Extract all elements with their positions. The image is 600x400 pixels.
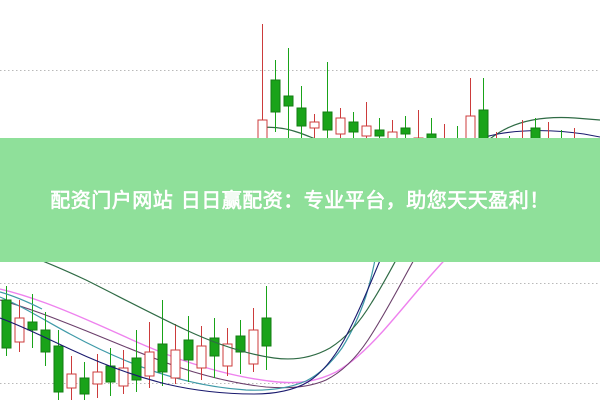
candle-body	[270, 79, 281, 113]
ma10-line	[0, 205, 405, 395]
candle-body	[517, 145, 528, 167]
candle	[209, 318, 220, 378]
candle-body	[335, 117, 346, 135]
candle-body	[257, 119, 268, 189]
candle	[270, 60, 281, 132]
candle-body	[196, 345, 207, 369]
candle-body	[209, 337, 220, 357]
candle-body	[452, 139, 463, 151]
candle-body	[569, 157, 580, 185]
lower-panel-candles	[1, 286, 272, 400]
candle	[66, 356, 77, 400]
ma60-line	[0, 231, 475, 384]
candle-body	[222, 343, 233, 367]
candle	[183, 316, 194, 382]
candle	[261, 286, 272, 370]
candle-body	[105, 365, 116, 383]
candle-body	[283, 95, 294, 107]
candle-body	[1, 299, 12, 349]
candle-body	[387, 131, 398, 141]
candle	[248, 308, 259, 372]
candle-body	[426, 133, 437, 143]
candle	[196, 326, 207, 380]
candle-body	[465, 115, 476, 165]
candle	[118, 350, 129, 394]
candle-body	[144, 351, 155, 377]
candle-body	[478, 109, 489, 163]
candle-body	[556, 141, 567, 169]
candle-body	[348, 121, 359, 133]
candle	[235, 320, 246, 374]
candle-body	[530, 127, 541, 161]
candle-body	[261, 317, 272, 347]
candle-body	[374, 129, 385, 137]
candle	[144, 322, 155, 388]
candle-body	[504, 149, 515, 169]
candle-body	[361, 125, 372, 137]
candle-body	[157, 343, 168, 373]
candle	[131, 330, 142, 392]
candle-body	[543, 149, 554, 177]
ma20-line	[0, 239, 379, 391]
candle-body	[53, 345, 64, 393]
candle-body	[582, 151, 593, 173]
ma20-left-line	[0, 291, 43, 310]
candle-body	[79, 377, 90, 395]
candle	[222, 328, 233, 376]
candle	[157, 300, 168, 386]
candle	[40, 312, 51, 366]
candle-body	[14, 317, 25, 343]
candle-body	[183, 339, 194, 361]
moving-average-lines-back	[0, 213, 475, 391]
candle-body	[413, 137, 424, 147]
candle-body	[27, 321, 38, 331]
candle-body	[491, 155, 502, 171]
candle-body	[170, 349, 181, 379]
candle-body	[131, 357, 142, 381]
candle-body	[296, 107, 307, 127]
candle-body	[235, 335, 246, 353]
candle-body	[400, 127, 411, 135]
candle-body	[66, 373, 77, 389]
candle-body	[40, 329, 51, 353]
candle	[283, 48, 294, 152]
candle-body	[439, 147, 450, 157]
candle-body	[248, 329, 259, 365]
candle	[79, 362, 90, 400]
candle-body	[309, 121, 320, 129]
candle-body	[322, 111, 333, 131]
ma120-line	[0, 213, 441, 389]
candle-body	[92, 371, 103, 385]
candle	[27, 294, 38, 348]
candle	[170, 324, 181, 384]
candle	[53, 330, 64, 400]
candle-body	[118, 367, 129, 387]
